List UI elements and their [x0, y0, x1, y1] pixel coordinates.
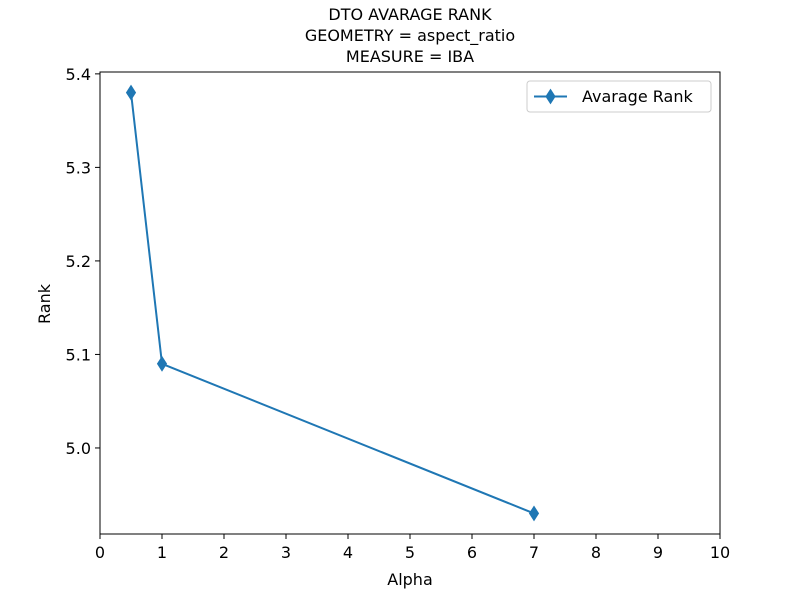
- legend: Avarage Rank: [526, 80, 712, 113]
- y-tick-label: 5.0: [66, 439, 91, 458]
- y-axis-ticks: 5.0 5.1 5.2 5.3 5.4: [66, 65, 100, 458]
- legend-marker-sample: [545, 88, 556, 105]
- x-tick-label: 3: [281, 543, 291, 562]
- x-axis-ticks: 0 1 2 3 4 5 6 7 8 9 10: [95, 534, 730, 562]
- x-tick-label: 1: [157, 543, 167, 562]
- y-tick-label: 5.3: [66, 158, 91, 177]
- x-tick-label: 7: [529, 543, 539, 562]
- x-tick-label: 9: [653, 543, 663, 562]
- y-tick-label: 5.1: [66, 345, 91, 364]
- x-tick-label: 6: [467, 543, 477, 562]
- data-point-marker: [528, 505, 540, 522]
- x-axis-label: Alpha: [387, 570, 433, 589]
- title-line-2: GEOMETRY = aspect_ratio: [305, 26, 515, 46]
- x-tick-label: 0: [95, 543, 105, 562]
- x-tick-label: 2: [219, 543, 229, 562]
- title-line-3: MEASURE = IBA: [346, 47, 474, 66]
- legend-label: Avarage Rank: [582, 87, 693, 106]
- x-tick-label: 10: [710, 543, 730, 562]
- y-tick-label: 5.2: [66, 252, 91, 271]
- y-axis-label: Rank: [35, 283, 54, 324]
- legend-box: [526, 80, 712, 113]
- series-layer: [125, 84, 540, 522]
- x-tick-label: 8: [591, 543, 601, 562]
- y-tick-label: 5.4: [66, 65, 91, 84]
- x-tick-label: 5: [405, 543, 415, 562]
- chart-title: DTO AVARAGE RANK GEOMETRY = aspect_ratio…: [305, 5, 515, 66]
- x-tick-label: 4: [343, 543, 353, 562]
- data-point-marker: [125, 84, 137, 101]
- title-line-1: DTO AVARAGE RANK: [328, 5, 492, 24]
- data-point-marker: [156, 355, 168, 372]
